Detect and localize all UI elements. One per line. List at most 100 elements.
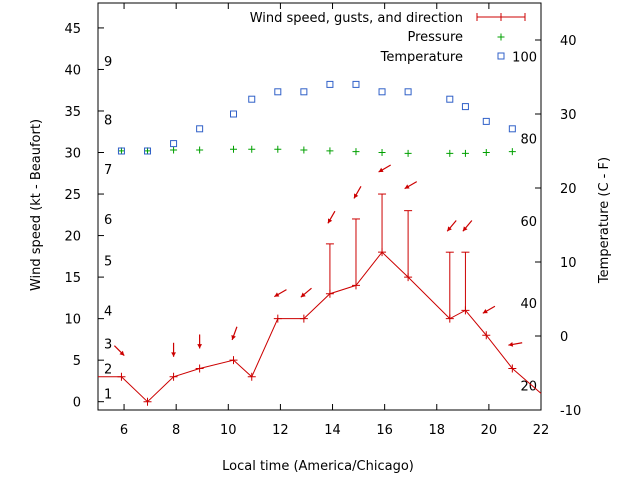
temperature-point: [117, 147, 125, 155]
pressure-point: [461, 149, 469, 157]
x-tick-label: 10: [220, 423, 237, 438]
pressure-point: [196, 146, 204, 154]
fahrenheit-label: 20: [520, 379, 537, 394]
wind-speed-point: [325, 289, 334, 298]
pressure-point: [144, 147, 152, 155]
y-tick-label: 25: [64, 188, 81, 203]
wind-speed-point: [117, 372, 126, 381]
legend-sample-wind-point: [497, 13, 505, 21]
wind-direction-arrowhead: [197, 344, 203, 349]
pressure-point: [274, 145, 282, 153]
pressure-point: [446, 149, 454, 157]
wind-direction-arrowhead: [508, 342, 514, 347]
x-tick-label: 6: [120, 423, 128, 438]
beaufort-label: 2: [104, 362, 112, 377]
y2-tick-label: 10: [560, 256, 577, 271]
wind-direction-arrowhead: [327, 218, 333, 224]
wind-direction-arrowhead: [300, 292, 306, 298]
y-tick-label: 10: [64, 313, 81, 328]
wind-direction-arrowhead: [462, 226, 468, 232]
legend-label-temperature: Temperature: [380, 50, 463, 65]
pressure-point: [326, 147, 334, 155]
temperature-point: [248, 95, 256, 103]
wind-speed-point: [378, 248, 387, 257]
temperature-point: [461, 103, 469, 111]
beaufort-label: 4: [104, 304, 112, 319]
fahrenheit-label: 80: [520, 133, 537, 148]
x-tick-label: 22: [533, 423, 550, 438]
pressure-point: [352, 148, 360, 156]
x-tick-label: 12: [272, 423, 289, 438]
wind-direction-arrowhead: [482, 308, 488, 314]
pressure-point: [508, 148, 516, 156]
fahrenheit-label: 60: [520, 215, 537, 230]
pressure-point: [404, 149, 412, 157]
wind-direction-arrowhead: [119, 350, 125, 356]
x-tick-label: 8: [172, 423, 180, 438]
wind-speed-point: [229, 356, 238, 365]
wind-speed-point: [247, 372, 256, 381]
pressure-point: [117, 147, 125, 155]
y-tick-label: 35: [64, 105, 81, 120]
temperature-point: [230, 110, 238, 118]
y-axis-label: Wind speed (kt - Beaufort): [29, 119, 44, 291]
legend-label-wind: Wind speed, gusts, and direction: [250, 11, 463, 26]
x-tick-label: 16: [376, 423, 393, 438]
plot-frame: [97, 2, 542, 411]
y2-tick-label: 30: [560, 108, 577, 123]
pressure-point: [300, 146, 308, 154]
y-tick-label: 15: [64, 271, 81, 286]
y-tick-label: 45: [64, 22, 81, 37]
wind-speed-point: [461, 306, 470, 315]
y2-axis-label: Temperature (C - F): [597, 157, 612, 284]
beaufort-label: 3: [104, 338, 112, 353]
wind-speed-point: [482, 331, 491, 340]
pressure-point: [482, 149, 490, 157]
fahrenheit-label: 40: [520, 297, 537, 312]
wind-speed-point: [445, 314, 454, 323]
wind-direction-arrowhead: [447, 226, 452, 232]
y2-tick-label: 20: [560, 182, 577, 197]
x-tick-label: 20: [481, 423, 498, 438]
x-tick-label: 18: [428, 423, 445, 438]
beaufort-label: 6: [104, 213, 112, 228]
y-tick-label: 20: [64, 230, 81, 245]
temperature-point: [144, 147, 152, 155]
y2-tick-label: 0: [560, 330, 568, 345]
wind-speed-point: [195, 364, 204, 373]
temperature-point: [482, 117, 490, 125]
pressure-point: [170, 146, 178, 154]
wind-speed-point: [273, 314, 282, 323]
legend-sample-temperature: [497, 52, 505, 60]
wind-direction-arrowhead: [353, 193, 359, 199]
y-tick-label: 40: [64, 63, 81, 78]
y2-tick-label: -10: [560, 404, 581, 419]
beaufort-label: 9: [104, 55, 112, 70]
temperature-point: [508, 125, 516, 133]
wind-direction-arrowhead: [274, 292, 280, 297]
temperature-point: [352, 80, 360, 88]
pressure-point: [230, 145, 238, 153]
temperature-point: [378, 88, 386, 96]
wind-direction-arrowhead: [378, 167, 384, 173]
wind-speed-point: [143, 397, 152, 406]
y2-tick-label: 40: [560, 34, 577, 49]
wind-direction-arrowhead: [404, 184, 410, 189]
legend-sample-pressure: [497, 33, 505, 41]
wind-speed-point: [169, 372, 178, 381]
legend-label-pressure: Pressure: [407, 30, 463, 45]
temperature-point: [404, 88, 412, 96]
x-tick-label: 14: [324, 423, 341, 438]
temperature-point: [274, 88, 282, 96]
wind-speed-line: [98, 251, 542, 403]
beaufort-label: 7: [104, 163, 112, 178]
pressure-point: [378, 149, 386, 157]
x-axis-label: Local time (America/Chicago): [222, 459, 414, 474]
temperature-point: [196, 125, 204, 133]
wind-speed-point: [508, 364, 517, 373]
temperature-point: [170, 140, 178, 148]
temperature-point: [446, 95, 454, 103]
y-tick-label: 0: [73, 396, 81, 411]
pressure-point: [248, 145, 256, 153]
